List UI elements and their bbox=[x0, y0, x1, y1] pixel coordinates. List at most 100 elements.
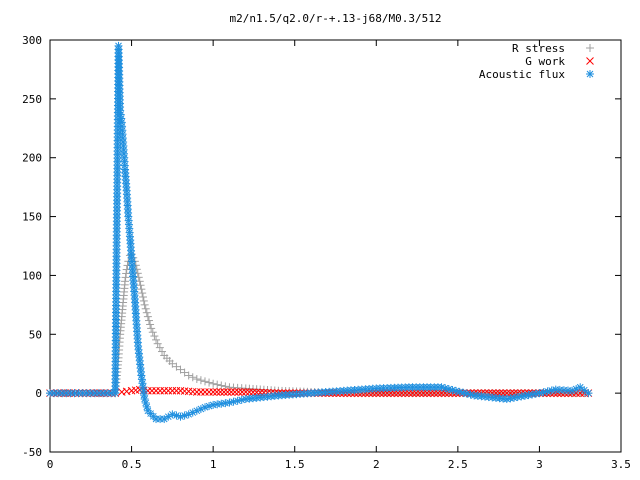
data-point bbox=[434, 389, 442, 397]
data-point bbox=[430, 389, 439, 397]
data-point bbox=[225, 398, 234, 407]
axes-frame bbox=[49, 39, 622, 453]
legend-item: G work bbox=[525, 55, 594, 68]
y-tick-label: 0 bbox=[35, 387, 42, 400]
data-point bbox=[209, 379, 218, 388]
data-point bbox=[510, 393, 519, 402]
data-point bbox=[137, 285, 146, 294]
legend-label: Acoustic flux bbox=[479, 68, 565, 81]
series-layer bbox=[46, 41, 593, 424]
data-point bbox=[229, 397, 238, 406]
data-point bbox=[197, 388, 205, 396]
data-point bbox=[220, 388, 228, 396]
data-point bbox=[213, 380, 222, 389]
legend-label: G work bbox=[525, 55, 565, 68]
data-point bbox=[122, 265, 131, 274]
data-point bbox=[227, 388, 236, 396]
data-point bbox=[238, 388, 246, 396]
data-point bbox=[150, 332, 159, 341]
data-point bbox=[234, 388, 243, 396]
data-point bbox=[160, 386, 169, 395]
data-point bbox=[412, 389, 421, 397]
data-point bbox=[158, 347, 167, 356]
series-0 bbox=[46, 250, 593, 398]
x-tick-label: 2.5 bbox=[448, 458, 468, 471]
legend-label: R stress bbox=[512, 42, 565, 55]
data-point bbox=[192, 388, 201, 396]
y-tick-label: -50 bbox=[22, 446, 42, 459]
data-point bbox=[584, 389, 593, 398]
legend-item: R stress bbox=[512, 42, 594, 55]
data-point bbox=[122, 269, 131, 278]
data-point bbox=[580, 386, 589, 395]
y-tick-label: 100 bbox=[22, 269, 42, 282]
data-point bbox=[142, 402, 151, 411]
data-point bbox=[135, 277, 144, 286]
chart-title: m2/n1.5/q2.0/r-+.13-j68/M0.3/512 bbox=[230, 12, 442, 25]
data-point bbox=[205, 378, 214, 387]
legend-marker bbox=[586, 44, 594, 52]
data-point bbox=[217, 381, 226, 390]
x-tick-label: 1 bbox=[210, 458, 217, 471]
data-point bbox=[576, 383, 585, 392]
x-tick-label: 3 bbox=[536, 458, 543, 471]
data-point bbox=[502, 389, 511, 397]
data-point bbox=[401, 389, 410, 397]
data-point bbox=[147, 324, 156, 333]
data-point bbox=[142, 308, 151, 317]
data-point bbox=[216, 388, 225, 396]
x-tick-label: 2 bbox=[373, 458, 380, 471]
data-point bbox=[426, 389, 435, 397]
data-point bbox=[138, 289, 147, 298]
data-point bbox=[241, 388, 250, 396]
y-tick-label: 50 bbox=[29, 328, 42, 341]
y-tick-label: 250 bbox=[22, 93, 42, 106]
x-tick-label: 0.5 bbox=[122, 458, 142, 471]
data-point bbox=[148, 328, 157, 337]
data-point bbox=[180, 368, 189, 377]
data-point bbox=[133, 269, 142, 278]
data-point bbox=[172, 386, 181, 395]
data-point bbox=[205, 388, 213, 396]
data-point bbox=[146, 320, 155, 329]
x-tick-label: 0 bbox=[47, 458, 54, 471]
legend-marker bbox=[586, 57, 594, 65]
data-point bbox=[144, 316, 153, 325]
data-point bbox=[168, 359, 177, 368]
series-2 bbox=[46, 41, 593, 424]
data-point bbox=[245, 388, 254, 396]
data-point bbox=[143, 312, 152, 321]
y-tick-label: 200 bbox=[22, 152, 42, 165]
data-point bbox=[141, 304, 150, 313]
data-point bbox=[212, 388, 221, 396]
data-point bbox=[136, 281, 145, 290]
data-point bbox=[200, 377, 209, 386]
data-point bbox=[152, 386, 160, 395]
data-point bbox=[138, 293, 147, 302]
data-point bbox=[153, 339, 162, 348]
data-point bbox=[192, 375, 201, 384]
data-point bbox=[423, 389, 431, 397]
data-point bbox=[184, 371, 193, 380]
data-point bbox=[237, 395, 246, 404]
data-point bbox=[415, 389, 424, 397]
data-point bbox=[209, 388, 217, 396]
data-point bbox=[408, 389, 417, 397]
data-point bbox=[196, 376, 205, 385]
data-point bbox=[249, 388, 257, 397]
data-point bbox=[223, 388, 232, 396]
data-point bbox=[121, 277, 130, 286]
legend-marker bbox=[586, 70, 594, 78]
data-point bbox=[176, 365, 185, 374]
x-tick-label: 3.5 bbox=[611, 458, 631, 471]
data-point bbox=[437, 389, 446, 397]
data-point bbox=[172, 362, 181, 371]
y-tick-label: 150 bbox=[22, 211, 42, 224]
data-point bbox=[217, 399, 226, 408]
data-point bbox=[419, 389, 428, 397]
data-point bbox=[121, 273, 130, 282]
data-point bbox=[155, 343, 164, 352]
y-tick-label: 300 bbox=[22, 34, 42, 47]
